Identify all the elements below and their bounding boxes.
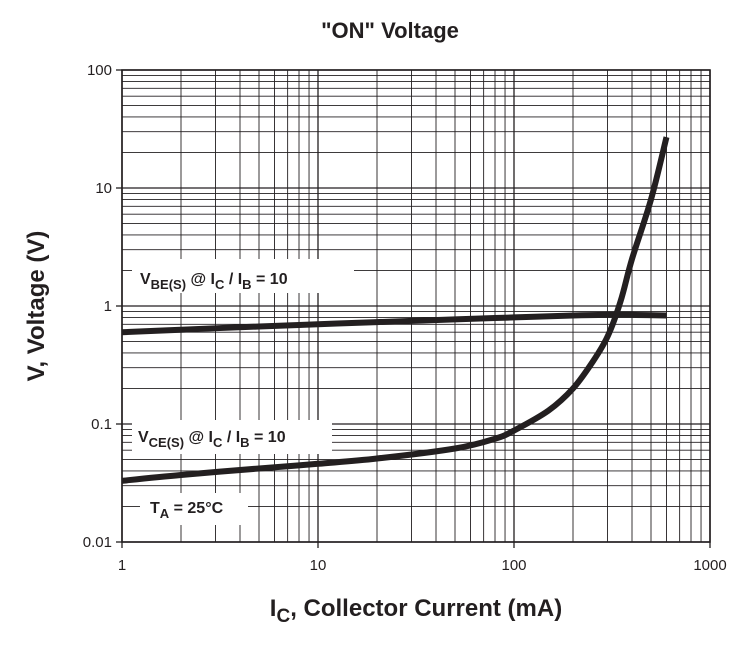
y-tick-label: 0.01 bbox=[83, 534, 112, 551]
x-tick-label: 1 bbox=[118, 557, 126, 574]
y-tick-label: 100 bbox=[87, 62, 112, 79]
chart-title: "ON" Voltage bbox=[321, 18, 459, 43]
y-axis-label: V, Voltage (V) bbox=[23, 231, 50, 382]
x-tick-label: 100 bbox=[501, 557, 526, 574]
y-tick-label: 0.1 bbox=[91, 416, 112, 433]
x-tick-label: 1000 bbox=[693, 557, 726, 574]
series-line-vce bbox=[121, 136, 670, 484]
y-tick-label: 1 bbox=[104, 298, 112, 315]
ta-label: TA = 25°C bbox=[150, 500, 224, 521]
series-lines bbox=[121, 136, 670, 484]
x-axis-label: IC, Collector Current (mA) bbox=[270, 595, 562, 627]
vce-label: VCE(S) @ IC / IB = 10 bbox=[138, 429, 286, 450]
y-tick-label: 10 bbox=[95, 180, 112, 197]
vbe-label-box bbox=[132, 259, 354, 293]
tick-marks bbox=[116, 69, 711, 548]
vce-label-box bbox=[132, 420, 332, 454]
tick-labels: 1 10 100 1000 0.01 0.1 1 10 100 bbox=[83, 62, 727, 574]
vbe-label: VBE(S) @ IC / IB = 10 bbox=[140, 271, 288, 292]
ta-label-box bbox=[140, 493, 248, 525]
x-tick-label: 10 bbox=[310, 557, 327, 574]
